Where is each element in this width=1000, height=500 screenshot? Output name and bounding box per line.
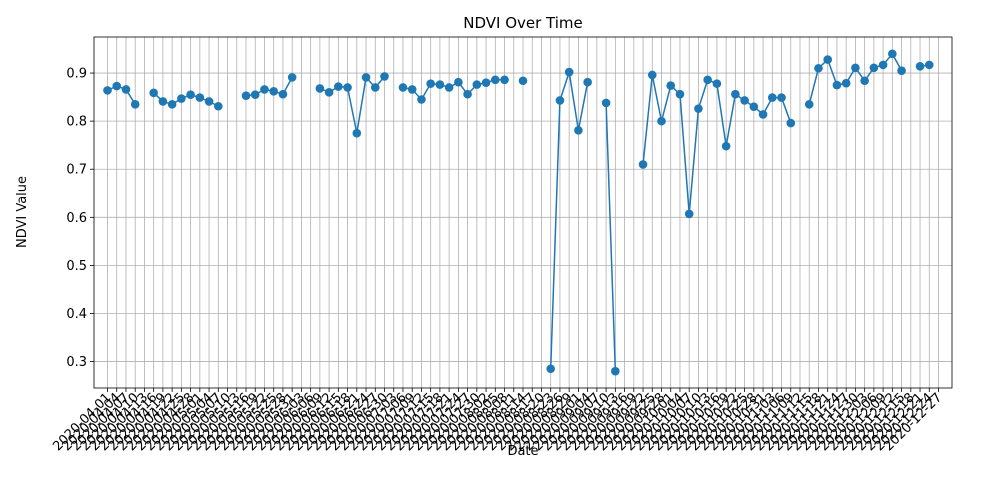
data-point	[121, 85, 131, 94]
data-point	[555, 96, 565, 105]
data-point	[814, 63, 823, 73]
data-point	[731, 89, 740, 99]
data-point	[749, 102, 759, 112]
data-point	[703, 75, 712, 85]
data-point	[546, 364, 555, 374]
data-point	[832, 80, 842, 90]
data-point	[315, 84, 325, 93]
series	[103, 49, 934, 376]
data-point	[103, 86, 112, 95]
data-point	[897, 66, 906, 75]
data-point	[666, 81, 676, 90]
data-point	[112, 81, 122, 91]
data-point	[841, 78, 851, 88]
data-point	[352, 128, 362, 138]
data-point	[241, 91, 251, 100]
series-line	[107, 85, 136, 105]
data-point	[167, 100, 177, 109]
data-point	[278, 89, 288, 99]
data-point	[740, 96, 749, 105]
data-point	[149, 88, 158, 98]
data-point	[638, 160, 648, 169]
grid	[94, 37, 952, 388]
data-point	[694, 104, 703, 113]
y-tick-label: 0.5	[66, 259, 87, 274]
data-point	[407, 85, 417, 94]
data-point	[214, 101, 223, 111]
y-tick-label: 0.6	[66, 211, 87, 226]
data-point	[472, 80, 482, 89]
x-axis-label: Date	[507, 444, 538, 459]
data-point	[398, 83, 408, 92]
data-point	[250, 90, 260, 99]
data-point	[324, 87, 334, 97]
data-point	[380, 72, 389, 81]
chart-title: NDVI Over Time	[463, 14, 583, 32]
x-axis: 2020-04-012020-04-042020-04-072020-04-10…	[50, 388, 945, 454]
data-point	[481, 78, 491, 87]
data-point	[878, 60, 888, 70]
data-point	[130, 100, 140, 109]
data-point	[287, 73, 297, 82]
data-point	[426, 79, 435, 88]
data-point	[869, 63, 879, 73]
y-tick-label: 0.8	[66, 115, 87, 130]
data-point	[768, 93, 777, 102]
data-point	[500, 75, 509, 85]
y-tick-label: 0.3	[66, 355, 87, 370]
data-point	[491, 75, 500, 85]
data-point	[158, 97, 168, 106]
data-point	[657, 116, 666, 126]
data-point	[684, 209, 694, 219]
data-point	[777, 93, 786, 102]
data-point	[454, 77, 463, 87]
y-tick-label: 0.7	[66, 163, 87, 178]
data-point	[177, 94, 186, 103]
data-point	[435, 80, 445, 89]
data-point	[851, 63, 860, 73]
data-point	[786, 118, 796, 128]
y-axis-label: NDVI Value	[15, 176, 30, 248]
data-point	[361, 73, 371, 82]
y-tick-label: 0.4	[66, 307, 87, 322]
data-point	[417, 95, 426, 104]
data-point	[574, 125, 583, 135]
data-point	[370, 83, 380, 92]
data-point	[195, 93, 205, 102]
data-point	[647, 70, 657, 80]
data-point	[564, 67, 574, 77]
series-line	[605, 102, 617, 372]
data-point	[823, 55, 832, 64]
data-point	[721, 141, 731, 151]
data-point	[334, 82, 343, 91]
y-axis: 0.3 0.4 0.5 0.6 0.7 0.8 0.9	[66, 67, 94, 370]
data-point	[675, 89, 685, 99]
data-point	[924, 60, 934, 70]
data-point	[804, 100, 814, 109]
data-point	[712, 79, 722, 88]
data-point	[583, 77, 592, 87]
data-point	[269, 87, 279, 96]
data-point	[463, 89, 472, 99]
data-point	[204, 97, 214, 106]
data-point	[260, 85, 269, 94]
data-point	[915, 62, 925, 71]
data-point	[518, 76, 528, 86]
data-point	[444, 83, 454, 92]
data-point	[860, 76, 869, 86]
data-point	[888, 49, 897, 59]
data-point	[186, 90, 195, 99]
data-point	[601, 98, 611, 108]
y-tick-label: 0.9	[66, 67, 87, 82]
data-point	[611, 366, 620, 376]
data-point	[343, 83, 352, 92]
data-point	[758, 110, 768, 119]
